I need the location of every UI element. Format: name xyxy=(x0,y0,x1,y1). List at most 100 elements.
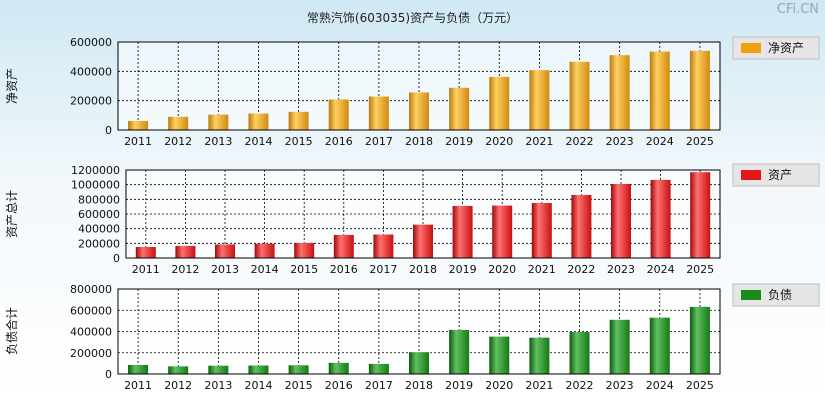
chart-0-plot-border xyxy=(117,41,721,131)
chart-0-xtick-label: 2025 xyxy=(686,135,714,148)
chart-1-ytick-label: 600000 xyxy=(78,208,120,221)
chart-2-bar-2018 xyxy=(409,352,429,374)
chart-2-xtick-label: 2023 xyxy=(606,379,634,392)
chart-1-bar-2017 xyxy=(373,234,394,258)
chart-0-ylabel: 净资产 xyxy=(5,68,19,104)
chart-2-xtick-label: 2019 xyxy=(445,379,473,392)
chart-2-bar-2012 xyxy=(168,366,189,374)
chart-0-bar-2019 xyxy=(449,87,470,130)
chart-0-xtick-label: 2021 xyxy=(525,135,553,148)
chart-0-xtick-label: 2017 xyxy=(365,135,393,148)
chart-2-ytick-label: 200000 xyxy=(70,347,112,360)
chart-2-xtick-label: 2012 xyxy=(164,379,192,392)
chart-2-ylabel: 负债合计 xyxy=(4,307,19,355)
chart-0-ytick-label: 600000 xyxy=(70,36,112,49)
chart-1-xtick-label: 2021 xyxy=(528,263,556,276)
chart-1-xtick-label: 2011 xyxy=(132,263,160,276)
chart-1-xtick-label: 2018 xyxy=(409,263,437,276)
chart-0-bar-2013 xyxy=(208,114,229,130)
chart-1-bar-2024 xyxy=(650,179,671,258)
chart-1-bar-2023 xyxy=(611,183,631,258)
chart-0-xtick-label: 2015 xyxy=(285,135,313,148)
chart-0-xtick-label: 2024 xyxy=(646,135,674,148)
chart-1-xtick-label: 2024 xyxy=(647,263,675,276)
chart-2-xtick-label: 2015 xyxy=(285,379,313,392)
chart-1-legend-swatch xyxy=(741,170,761,180)
chart-1-xtick-label: 2022 xyxy=(567,263,595,276)
chart-2-xtick-label: 2013 xyxy=(204,379,232,392)
chart-2-xtick-label: 2016 xyxy=(325,379,353,392)
chart-2-xtick-label: 2021 xyxy=(525,379,553,392)
chart-2-legend-label: 负债 xyxy=(768,288,792,302)
chart-0-xtick-label: 2020 xyxy=(485,135,513,148)
chart-2-legend-box xyxy=(732,283,820,307)
chart-0-xtick-label: 2019 xyxy=(445,135,473,148)
chart-2-bar-2023 xyxy=(609,319,630,374)
chart-1-plot-border xyxy=(125,169,721,259)
chart-2-xtick-label: 2017 xyxy=(365,379,393,392)
chart-0-bar-2012 xyxy=(168,116,189,130)
chart-2-xtick-label: 2024 xyxy=(646,379,674,392)
chart-1-ytick-label: 400000 xyxy=(78,223,120,236)
chart-0-bar-2024 xyxy=(649,51,670,130)
chart-0-xtick-label: 2012 xyxy=(164,135,192,148)
chart-1-bar-2025 xyxy=(690,172,711,258)
chart-1-xtick-label: 2015 xyxy=(290,263,318,276)
chart-2-bar-2021 xyxy=(529,337,550,374)
chart-0-bar-2023 xyxy=(609,55,630,131)
chart-1-ytick-label: 800000 xyxy=(78,193,120,206)
chart-0-bar-2025 xyxy=(689,50,710,130)
chart-1-xtick-label: 2017 xyxy=(369,263,397,276)
chart-0-bar-2015 xyxy=(288,111,309,130)
chart-0-xtick-label: 2014 xyxy=(244,135,272,148)
chart-1-xtick-label: 2012 xyxy=(171,263,199,276)
chart-2-bar-2019 xyxy=(449,329,470,374)
chart-2-ytick-label: 400000 xyxy=(70,326,112,339)
chart-0-ytick-label: 0 xyxy=(105,124,112,137)
chart-1-xtick-label: 2019 xyxy=(449,263,477,276)
chart-0-ytick-label: 400000 xyxy=(70,65,112,78)
chart-2-bar-2016 xyxy=(328,362,349,374)
chart-2-bar-2011 xyxy=(128,364,149,374)
chart-2-xtick-label: 2022 xyxy=(566,379,594,392)
chart-2-bar-2014 xyxy=(248,365,269,374)
chart-1-bar-2020 xyxy=(492,205,513,258)
chart-1-ylabel: 资产总计 xyxy=(5,190,19,238)
chart-2-ytick-label: 0 xyxy=(105,368,112,381)
chart-0-xtick-label: 2016 xyxy=(325,135,353,148)
chart-2-bar-2020 xyxy=(489,336,510,374)
chart-1-bar-2016 xyxy=(333,234,354,258)
chart-1-bar-2012 xyxy=(175,245,196,258)
chart-0-legend-box xyxy=(732,36,820,60)
chart-1-xtick-label: 2020 xyxy=(488,263,516,276)
chart-2-bar-2024 xyxy=(649,317,670,374)
chart-0-bar-2011 xyxy=(128,120,149,130)
chart-1-bar-2021 xyxy=(531,203,552,258)
chart-1-xtick-label: 2016 xyxy=(330,263,358,276)
chart-0-bar-2021 xyxy=(529,70,550,130)
chart-1-bar-2019 xyxy=(452,205,473,258)
chart-2-ytick-label: 600000 xyxy=(70,304,112,317)
watermark-logo: CFi.CN xyxy=(776,2,819,17)
chart-1-ytick-label: 200000 xyxy=(78,237,120,250)
chart-0-bar-2016 xyxy=(328,99,349,130)
chart-1-legend-box xyxy=(732,163,820,187)
chart-0-xtick-label: 2018 xyxy=(405,135,433,148)
chart-1-ytick-label: 1200000 xyxy=(71,164,120,177)
chart-1-bar-2018 xyxy=(413,224,433,258)
chart-1-bar-2022 xyxy=(571,194,592,258)
chart-0-bar-2020 xyxy=(489,76,510,130)
chart-0-bar-2018 xyxy=(409,92,429,130)
chart-0-bar-2017 xyxy=(368,96,389,130)
chart-1-bar-2011 xyxy=(135,247,156,258)
chart-1-xtick-label: 2014 xyxy=(251,263,279,276)
chart-0-xtick-label: 2022 xyxy=(566,135,594,148)
chart-0-xtick-label: 2023 xyxy=(606,135,634,148)
chart-2-xtick-label: 2014 xyxy=(244,379,272,392)
chart-2-bar-2017 xyxy=(368,363,389,374)
chart-0-xtick-label: 2011 xyxy=(124,135,152,148)
chart-1-xtick-label: 2025 xyxy=(686,263,714,276)
chart-1-bar-2014 xyxy=(254,243,275,258)
chart-2-bar-2025 xyxy=(689,306,710,374)
